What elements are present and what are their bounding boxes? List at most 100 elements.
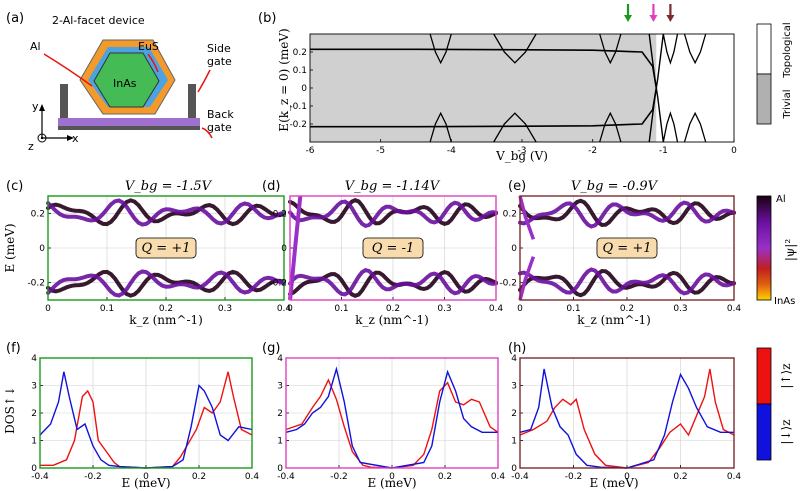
b-xtick-label-3: -3 — [518, 146, 527, 156]
d-q-box — [362, 237, 424, 259]
g-ytick-label-1: 1 — [277, 437, 283, 447]
b-arrow-head-brown — [666, 15, 675, 22]
panel-b: (b) -6 -5 -4 -3 -2 -1 0 -0.2 -0.1 0 0.1 0.2 E(k_z =… — [258, 4, 793, 163]
back-gate-label-1: Back — [207, 108, 234, 121]
d-band-3 — [288, 267, 498, 297]
al-arrow — [43, 53, 93, 87]
side-gate-left — [60, 84, 68, 118]
d-xtick-label-2: 0.2 — [386, 304, 400, 314]
chart-g: -0.4 -0.2 0 0.2 0.4 0 1 2 3 4 — [277, 354, 505, 482]
panel-label-h: (h) — [508, 341, 526, 356]
g-xtick-label-2: 0 — [389, 472, 395, 482]
g-xtick-label-3: 0.2 — [438, 472, 452, 482]
panel-f: (f) -0.4 -0.2 0 0.2 0.4 0 1 2 3 4 DOS↑↓ E (meV) — [3, 341, 259, 490]
f-frame — [39, 357, 253, 469]
eus-label: EuS — [138, 40, 159, 53]
h-xtick-label-2: 0 — [624, 472, 630, 482]
d-ytick-label-2: 0.2 — [273, 209, 287, 219]
b-band-top-1 — [493, 33, 537, 64]
d-ytick-label-0: -0.2 — [269, 279, 287, 289]
h-xtick-label-0: -0.4 — [511, 472, 529, 482]
panel-label-f: (f) — [6, 341, 21, 356]
b-band-bot-0 — [429, 111, 452, 143]
back-gate-layer — [58, 118, 200, 126]
xlabel-b: V_bg (V) — [495, 149, 548, 163]
b-band-bot-4 — [683, 111, 707, 143]
c-ytick-label-1: 0 — [39, 244, 45, 254]
b-band-top-2 — [599, 33, 622, 65]
c-ytick-label-2: 0.2 — [31, 209, 45, 219]
b-xtick-label-2: -4 — [447, 146, 456, 156]
axis-y-head — [39, 104, 45, 111]
b-crossing-2 — [648, 33, 664, 143]
d-q-label: Q = -1 — [372, 241, 414, 256]
side-gate-arrow — [197, 69, 211, 93]
axis-z-label: z — [28, 140, 34, 153]
axis-x-head — [67, 135, 74, 141]
e-band-3 — [518, 267, 736, 296]
chart-h: -0.4 -0.2 0 0.2 0.4 0 1 2 3 4 — [511, 354, 741, 482]
title-e: V_bg = -0.9V — [571, 179, 659, 194]
panel-label-d: (d) — [262, 179, 280, 194]
c-band-2 — [46, 269, 286, 298]
panel-label-a: (a) — [6, 11, 24, 26]
d-zero-mode-band — [288, 195, 303, 301]
e-edge-band-low — [518, 256, 536, 301]
c-xtick-label-3: 0.3 — [218, 304, 232, 314]
g-ytick-label-3: 3 — [277, 382, 283, 392]
phase-label-trivial: Trivial — [782, 89, 793, 119]
e-ytick-label-2: 0.2 — [503, 209, 517, 219]
e-q-box — [596, 237, 658, 259]
panel-c: (c) V_bg = -1.5V 0 0.1 0.2 0.3 0.4 -0.2 0 0.2 Q … — [3, 179, 291, 327]
d-ytick-label-1: 0 — [281, 244, 287, 254]
d-band-1 — [288, 199, 498, 229]
back-gate-substrate — [58, 126, 200, 130]
e-xtick-label-1: 0.1 — [566, 304, 580, 314]
c-q-box — [135, 237, 197, 259]
phase-bar-topological — [756, 23, 772, 75]
back-gate-arrow — [201, 127, 213, 139]
legend-down-label: |↓⟩z — [779, 419, 793, 444]
e-ytick-label-0: -0.2 — [499, 279, 517, 289]
xlabel-d: k_z (nm^-1) — [355, 313, 429, 327]
e-frame — [519, 195, 735, 301]
b-ytick-label-0: -0.2 — [289, 120, 307, 130]
ylabel-c: E (meV) — [3, 223, 17, 272]
colorbar-label: |ψ|² — [783, 239, 797, 261]
phase-label-topological: Topological — [782, 22, 793, 78]
chart-e: 0 0.1 0.2 0.3 0.4 -0.2 0 0.2 Q = +1 — [499, 195, 742, 314]
g-ytick-label-2: 2 — [277, 409, 283, 419]
f-ytick-label-1: 1 — [31, 437, 37, 447]
b-xtick-label-1: -5 — [376, 146, 385, 156]
f-ytick-label-0: 0 — [31, 464, 37, 474]
title-d: V_bg = -1.14V — [345, 179, 441, 194]
phase-bar-trivial — [756, 73, 772, 125]
f-ytick-label-2: 2 — [31, 409, 37, 419]
f-ytick-label-3: 3 — [31, 382, 37, 392]
g-ytick-label-4: 4 — [277, 354, 283, 364]
f-series-down — [39, 371, 253, 469]
b-ytick-label-4: 0.2 — [293, 48, 307, 58]
d-frame — [289, 195, 497, 301]
c-xtick-label-2: 0.2 — [159, 304, 173, 314]
b-ytick-label-1: -0.1 — [289, 102, 307, 112]
colorbar-bottom-label: InAs — [774, 296, 795, 307]
h-xtick-label-4: 0.4 — [727, 472, 742, 482]
d-xtick-label-1: 0.1 — [334, 304, 348, 314]
c-band-1 — [46, 198, 286, 227]
c-band-3 — [46, 269, 286, 298]
b-band-top-3 — [662, 33, 679, 65]
f-xtick-label-0: -0.4 — [31, 472, 49, 482]
e-band-2 — [518, 268, 736, 298]
c-ytick-label-0: -0.2 — [27, 279, 45, 289]
legend-up-label: |↑⟩z — [779, 363, 793, 388]
xlabel-g: E (meV) — [367, 476, 416, 490]
h-ytick-label-4: 4 — [511, 354, 517, 364]
e-xtick-label-4: 0.4 — [727, 304, 742, 314]
panel-label-c: (c) — [6, 179, 23, 194]
axis-z-dot — [40, 136, 44, 140]
b-xtick-label-4: -2 — [588, 146, 597, 156]
panel-label-b: (b) — [258, 11, 276, 26]
h-ytick-label-3: 3 — [511, 382, 517, 392]
e-xtick-label-3: 0.3 — [673, 304, 687, 314]
